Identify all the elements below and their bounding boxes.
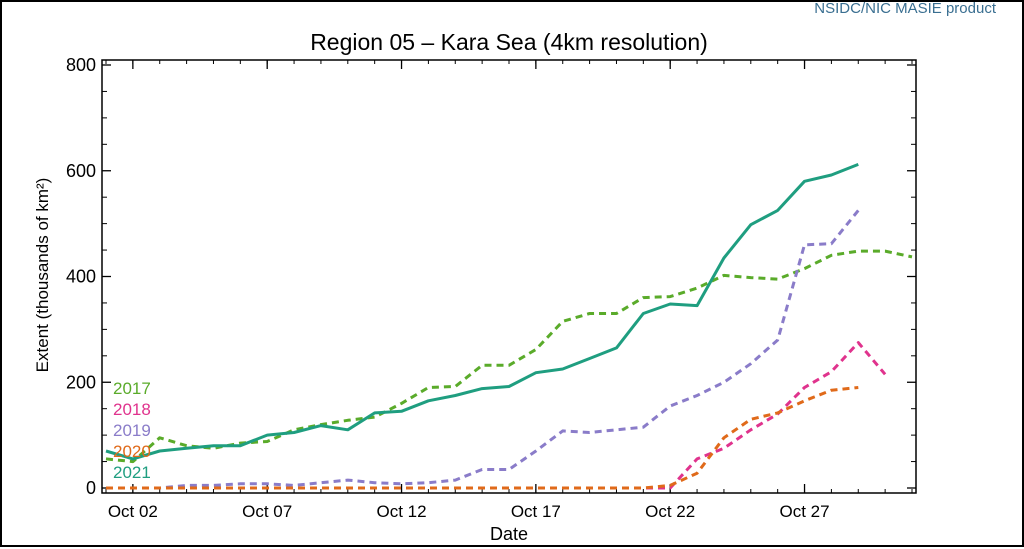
legend-entry-2021: 2021 [113, 463, 151, 482]
y-tick-label: 200 [66, 372, 96, 392]
series-line-2020 [106, 386, 859, 490]
y-tick-label: 800 [66, 55, 96, 75]
x-tick-label: Oct 02 [108, 502, 158, 521]
legend-entry-2020: 2020 [113, 442, 151, 461]
x-tick-label: Oct 22 [645, 502, 695, 521]
legend-entry-2017: 2017 [113, 379, 151, 398]
x-axis-label: Date [490, 524, 528, 544]
x-tick-label: Oct 27 [779, 502, 829, 521]
legend-entry-2018: 2018 [113, 400, 151, 419]
source-label: NSIDC/NIC MASIE product [814, 0, 996, 17]
legend-entry-2019: 2019 [113, 421, 151, 440]
x-tick-label: Oct 17 [511, 502, 561, 521]
series-line-2021 [105, 163, 859, 461]
y-axis-label: Extent (thousands of km²) [33, 178, 52, 373]
series-line-2017 [105, 249, 913, 464]
y-tick-label: 400 [66, 267, 96, 287]
y-tick-label: 0 [86, 478, 96, 498]
chart-title: Region 05 – Kara Sea (4km resolution) [310, 29, 708, 55]
series-line-2019 [106, 209, 860, 490]
plot-area [101, 59, 917, 494]
x-tick-label: Oct 07 [242, 502, 292, 521]
x-tick-label: Oct 12 [376, 502, 426, 521]
y-tick-label: 600 [66, 161, 96, 181]
